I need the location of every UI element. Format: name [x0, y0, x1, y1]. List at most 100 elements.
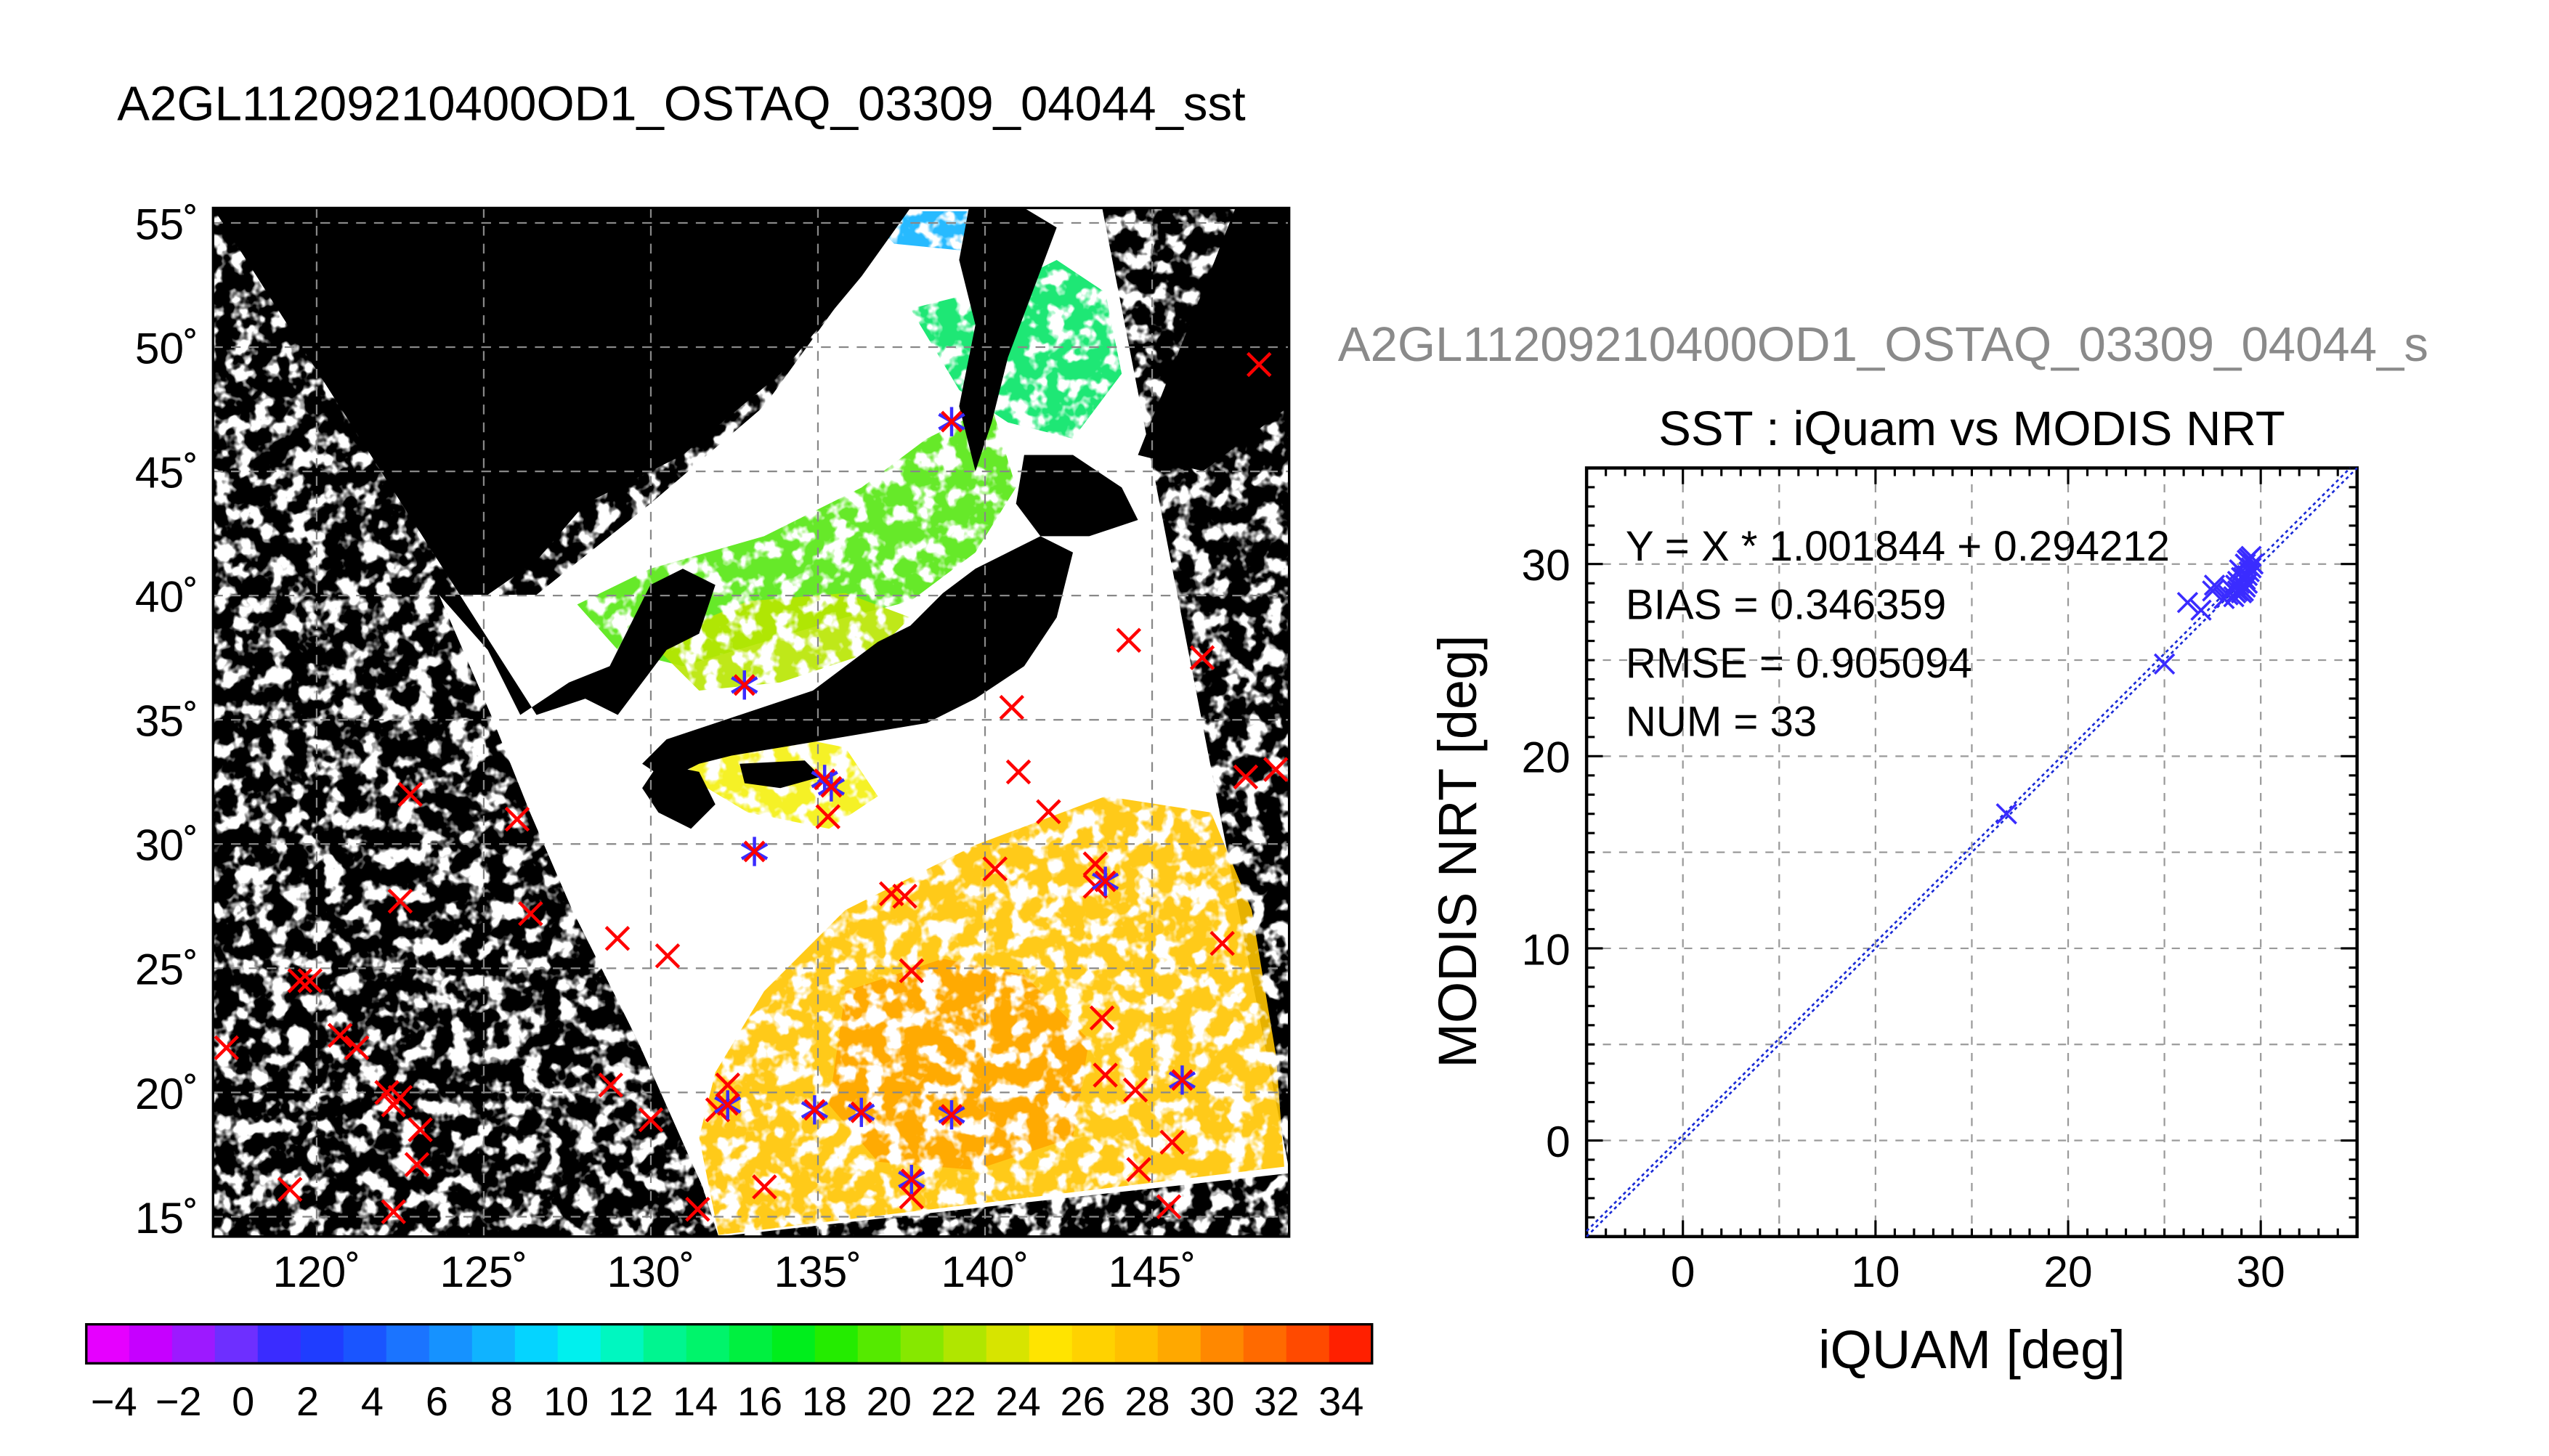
- scatter-point: [1995, 803, 2017, 825]
- lat-tick-label: 50˚: [135, 323, 198, 373]
- scatter-title: SST : iQuam vs MODIS NRT: [1658, 402, 2285, 456]
- stats-line: NUM = 33: [1626, 699, 1817, 746]
- colorbar-tick-label: −4: [91, 1378, 137, 1424]
- scatter-plot: SST : iQuam vs MODIS NRT 0 10 20 300102030 …: [1427, 402, 2359, 1380]
- colorbar-segment: [814, 1324, 859, 1364]
- map-grid: [213, 208, 1289, 1237]
- colorbar-tick-label: 0: [232, 1378, 254, 1424]
- map-marker-x: [387, 1085, 413, 1110]
- map-marker-x: [404, 1152, 430, 1177]
- land-shikoku: [739, 760, 822, 789]
- map-marker-x: [397, 781, 423, 808]
- colorbar-segment: [86, 1324, 131, 1364]
- map-marker-x: [381, 1199, 406, 1224]
- colorbar-segment: [1286, 1324, 1331, 1364]
- lon-tick-label: 140˚: [941, 1247, 1029, 1296]
- colorbar-segment: [300, 1324, 345, 1364]
- map-marker-x: [1246, 351, 1272, 378]
- colorbar-segment: [986, 1324, 1031, 1364]
- map-marker-x: [1093, 1062, 1118, 1088]
- scatter-point: [2153, 653, 2176, 675]
- map-marker-x: [214, 1035, 239, 1061]
- colorbar-tick-label: 24: [996, 1378, 1041, 1424]
- stats-line: Y = X * 1.001844 + 0.294212: [1626, 523, 2170, 570]
- lat-tick-label: 40˚: [135, 572, 198, 622]
- colorbar-tick-label: 16: [737, 1378, 782, 1424]
- map-marker-asterisk: [938, 407, 965, 436]
- map-marker-x: [638, 1107, 664, 1133]
- lat-tick-label: 30˚: [135, 821, 198, 870]
- colorbar-frame: [85, 1322, 1374, 1365]
- lon-tick-label: 145˚: [1109, 1247, 1196, 1296]
- colorbar-tick-label: 32: [1254, 1378, 1299, 1424]
- map-title: A2GL11209210400OD1_OSTAQ_03309_04044_sst: [117, 77, 1246, 131]
- map-marker-asterisk: [938, 1100, 965, 1130]
- map-marker-x: [1263, 757, 1289, 782]
- map-marker-x: [982, 856, 1008, 882]
- colorbar-segment: [943, 1324, 988, 1364]
- lat-tick-label: 35˚: [135, 696, 198, 746]
- map-marker-x: [655, 943, 681, 969]
- land-hokkaido: [1016, 455, 1138, 537]
- map-marker-x: [999, 694, 1025, 720]
- colorbar-segment: [343, 1324, 388, 1364]
- scatter-point: [2176, 591, 2199, 614]
- colorbar-tick-label: 22: [931, 1378, 976, 1424]
- colorbar-segment: [171, 1324, 216, 1364]
- colorbar-tick-label: 2: [296, 1378, 319, 1424]
- scatter-x-label: iQUAM [deg]: [1818, 1319, 2125, 1380]
- map-marker-x: [892, 883, 917, 909]
- colorbar-tick-label: 10: [543, 1378, 588, 1424]
- lat-tick-label: 20˚: [135, 1069, 198, 1118]
- colorbar-segment: [514, 1324, 559, 1364]
- map-marker-x: [715, 1072, 741, 1098]
- scatter-x-tick-label: 30: [2237, 1247, 2285, 1296]
- map-frame: [211, 206, 1291, 1238]
- map-marker-asterisk: [801, 1095, 829, 1125]
- colorbar-segment: [557, 1324, 602, 1364]
- map-marker-x: [1156, 1194, 1182, 1220]
- colorbar-tick-label: 12: [608, 1378, 653, 1424]
- map-marker-x: [1189, 645, 1215, 670]
- colorbar-tick-label: 30: [1189, 1378, 1234, 1424]
- map-marker-x: [752, 1174, 777, 1200]
- sst-map: 55˚ 50˚ 45˚ 40˚ 35˚ 30˚ 25˚ 20˚ 15˚ 120˚ 125˚ 130˚…: [135, 199, 1291, 1296]
- map-marker-x: [815, 804, 841, 829]
- colorbar-segment: [386, 1324, 431, 1364]
- land-kyushu: [642, 763, 716, 829]
- scatter-grid: [1586, 468, 2357, 1237]
- map-marker-x: [504, 806, 530, 832]
- map-marker-x: [1159, 1129, 1185, 1155]
- colorbar-segment: [214, 1324, 259, 1364]
- colorbar-segment: [600, 1324, 645, 1364]
- map-marker-asterisk: [817, 772, 846, 802]
- colorbar-segment: [1200, 1324, 1245, 1364]
- map-marker-x: [899, 958, 925, 984]
- colorbar-tick-label: 26: [1060, 1378, 1105, 1424]
- land-sakhalin: [959, 208, 1057, 471]
- colorbar-segment: [471, 1324, 516, 1364]
- colorbar-segment: [257, 1324, 302, 1364]
- colorbar-tick-label: 8: [490, 1378, 513, 1424]
- scatter-y-tick-label: 0: [1546, 1117, 1571, 1166]
- scatter-point: [2190, 599, 2212, 621]
- lon-tick-label: 130˚: [607, 1247, 695, 1296]
- land-kamchatka-kuril: [1138, 208, 1289, 471]
- map-marker-x: [1036, 799, 1061, 825]
- lon-tick-label: 135˚: [774, 1247, 862, 1296]
- scatter-y-tick-label: 30: [1522, 540, 1571, 590]
- map-marker-x: [387, 888, 413, 914]
- map-marker-x: [344, 1035, 370, 1061]
- colorbar-segment: [429, 1324, 474, 1364]
- colorbar-segment: [686, 1324, 731, 1364]
- map-marker-x: [1122, 1077, 1148, 1103]
- lat-labels: 55˚ 50˚ 45˚ 40˚ 35˚ 30˚ 25˚ 20˚ 15˚: [135, 199, 198, 1243]
- colorbar-segment: [1029, 1324, 1074, 1364]
- scatter-header: A2GL11209210400OD1_OSTAQ_03309_04044_s: [1338, 317, 2428, 372]
- map-marker-asterisk: [714, 1090, 742, 1120]
- map-marker-x: [374, 1080, 400, 1105]
- map-marker-asterisk: [740, 837, 769, 866]
- map-marker-asterisk: [1168, 1065, 1196, 1095]
